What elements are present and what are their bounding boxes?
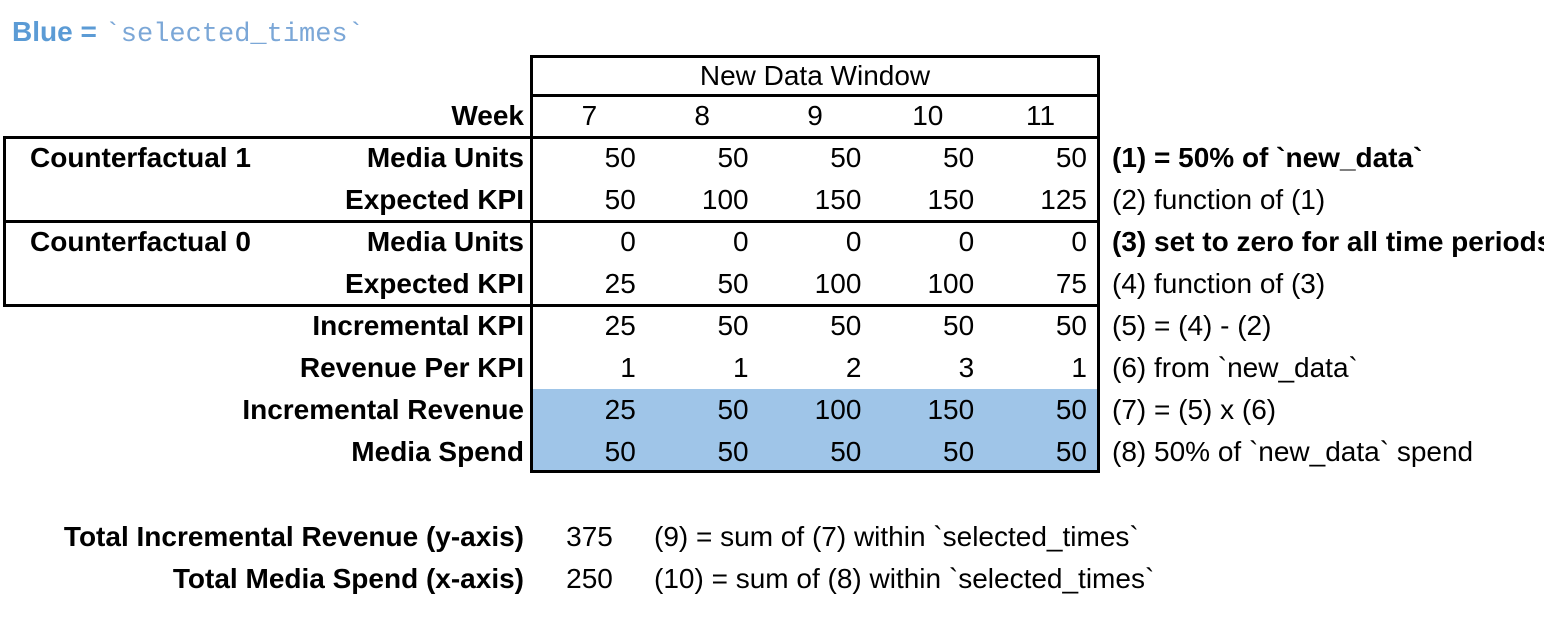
- note-4: (4) function of (3): [1112, 268, 1326, 299]
- week-9: 9: [807, 99, 823, 131]
- total-incremental-revenue-row: Total Incremental Revenue (y-axis) 375 (…: [0, 516, 1544, 558]
- data-cell: 25: [604, 310, 636, 341]
- week-11: 11: [1026, 99, 1056, 131]
- data-cell: 50: [717, 142, 749, 173]
- data-cell: 1: [620, 352, 636, 383]
- data-cell: 0: [1071, 226, 1087, 257]
- data-cell: 50: [604, 142, 636, 173]
- legend-code-selected-times: `selected_times`: [104, 20, 364, 50]
- total-media-spend-row: Total Media Spend (x-axis) 250 (10) = su…: [0, 558, 1544, 600]
- row-label: Revenue Per KPI: [299, 352, 524, 383]
- week-row: Week 7 8 9 10 11: [0, 95, 1097, 136]
- data-cell: 50: [1055, 142, 1087, 173]
- total-value: 375: [566, 521, 613, 552]
- data-cell: 100: [927, 268, 975, 299]
- data-cell: 50: [943, 142, 975, 173]
- data-cell: 150: [814, 184, 862, 215]
- note-6: (6) from `new_data`: [1112, 352, 1358, 383]
- grid-line-cf-divider: [3, 220, 1100, 223]
- row-label: Expected KPI: [345, 184, 524, 215]
- data-cell: 0: [733, 226, 749, 257]
- week-label: Week: [451, 99, 524, 131]
- table-row-media-spend: Media Spend 50 50 50 50 50: [0, 431, 1097, 473]
- data-cell: 50: [1055, 394, 1087, 425]
- data-cell: 50: [717, 310, 749, 341]
- note-2: (2) function of (1): [1112, 184, 1326, 215]
- legend: Blue = `selected_times`: [12, 10, 364, 54]
- group-label-counterfactual-1: Counterfactual 1: [30, 142, 251, 173]
- data-cell: 50: [943, 436, 975, 467]
- row-label: Incremental KPI: [312, 310, 524, 341]
- data-cell: 1: [1071, 352, 1087, 383]
- table-row-media-units-cf0: Media Units 0 0 0 0 0: [0, 221, 1097, 263]
- note-1: (1) = 50% of `new_data`: [1112, 142, 1423, 173]
- legend-blue-label: Blue =: [12, 16, 97, 47]
- grid-line-header-bottom: [530, 94, 1100, 97]
- data-cell: 50: [830, 310, 862, 341]
- grid-line-bottom: [530, 470, 1100, 473]
- data-cell: 50: [717, 436, 749, 467]
- data-cell: 75: [1055, 268, 1087, 299]
- row-label: Expected KPI: [345, 268, 524, 299]
- row-label: Media Units: [366, 226, 524, 257]
- group-box-left-border: [3, 136, 6, 307]
- data-cell: 50: [604, 184, 636, 215]
- note-9: (9) = sum of (7) within `selected_times`: [654, 521, 1139, 552]
- note-5: (5) = (4) - (2): [1112, 310, 1272, 341]
- data-cell: 100: [814, 394, 862, 425]
- data-cell: 50: [830, 142, 862, 173]
- week-7: 7: [581, 99, 598, 131]
- data-cell: 50: [1055, 436, 1087, 467]
- note-8: (8) 50% of `new_data` spend: [1112, 436, 1474, 467]
- data-cell: 2: [845, 352, 862, 383]
- table-row-incremental-revenue: Incremental Revenue 25 50 100 150 50: [0, 389, 1097, 431]
- data-cell: 100: [701, 184, 749, 215]
- grid-line-left: [530, 55, 533, 473]
- data-cell: 125: [1040, 184, 1087, 215]
- data-cell: 50: [717, 394, 749, 425]
- note-3: (3) set to zero for all time periods: [1112, 226, 1544, 257]
- table-row-revenue-per-kpi: Revenue Per KPI 1 1 2 3 1: [0, 347, 1097, 389]
- week-8: 8: [694, 99, 710, 131]
- group-label-counterfactual-0: Counterfactual 0: [30, 226, 251, 257]
- note-7: (7) = (5) x (6): [1112, 394, 1277, 425]
- row-label: Media Spend: [351, 436, 524, 467]
- data-cell: 150: [927, 394, 975, 425]
- data-cell: 1: [733, 352, 749, 383]
- total-label: Total Incremental Revenue (y-axis): [63, 521, 524, 552]
- table-header-new-data-window: New Data Window: [699, 60, 931, 91]
- grid-line-top: [530, 55, 1100, 58]
- grid-line-week-bottom: [3, 136, 1100, 139]
- data-cell: 25: [604, 268, 636, 299]
- data-cell: 50: [943, 310, 975, 341]
- table-row-incremental-kpi: Incremental KPI 25 50 50 50 50: [0, 305, 1097, 347]
- data-cell: 50: [717, 268, 749, 299]
- row-label: Media Units: [366, 142, 524, 173]
- data-cell: 100: [814, 268, 862, 299]
- data-cell: 150: [927, 184, 975, 215]
- data-cell: 3: [958, 352, 975, 383]
- data-cell: 50: [830, 436, 862, 467]
- data-cell: 0: [958, 226, 975, 257]
- data-cell: 50: [604, 436, 636, 467]
- week-10: 10: [912, 99, 944, 131]
- note-10: (10) = sum of (8) within `selected_times…: [654, 563, 1155, 594]
- grid-line-cf-bottom: [3, 304, 1100, 307]
- data-cell: 0: [845, 226, 862, 257]
- table-row-expected-kpi-cf1: Expected KPI 50 100 150 150 125: [0, 179, 1097, 221]
- grid-line-right: [1097, 55, 1100, 473]
- data-cell: 25: [604, 394, 636, 425]
- row-label: Incremental Revenue: [242, 394, 524, 425]
- data-cell: 0: [620, 226, 636, 257]
- table-row-expected-kpi-cf0: Expected KPI 25 50 100 100 75: [0, 263, 1097, 305]
- data-cell: 50: [1055, 310, 1087, 341]
- table-row-media-units-cf1: Media Units 50 50 50 50 50: [0, 137, 1097, 179]
- total-label: Total Media Spend (x-axis): [172, 563, 524, 594]
- total-value: 250: [566, 563, 613, 594]
- selected-times-highlight: [533, 389, 1097, 470]
